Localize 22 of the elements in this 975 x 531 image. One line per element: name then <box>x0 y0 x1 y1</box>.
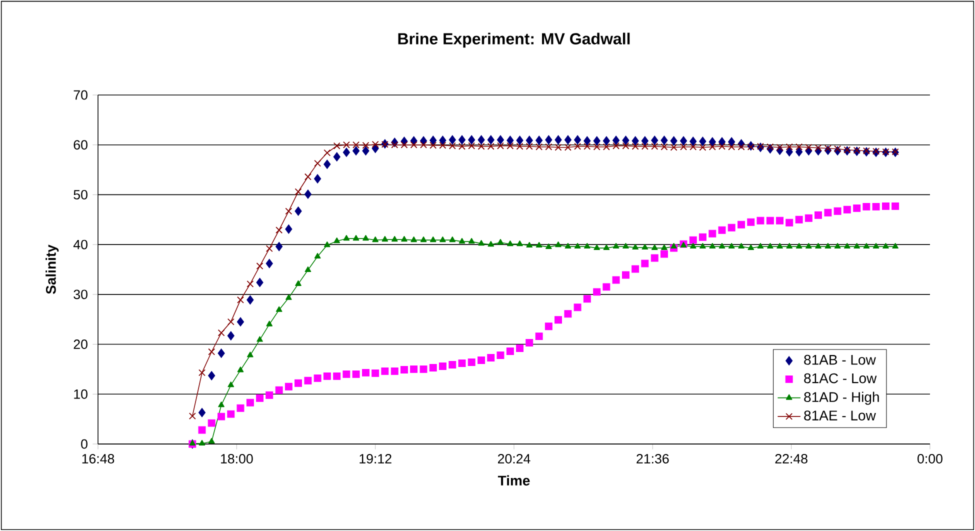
y-tick-label: 10 <box>74 389 88 399</box>
legend-label: 81AD - High <box>804 392 879 405</box>
x-tick-label: 18:00 <box>221 454 253 464</box>
legend-label: 81AC - Low <box>804 373 877 384</box>
x-tick-label: 22:48 <box>775 454 808 464</box>
x-tick-label: 21:36 <box>636 454 669 464</box>
y-tick-label: 20 <box>74 340 88 349</box>
y-tick-label: 30 <box>74 290 88 300</box>
chart-title: Brine Experiment: MV Gadwall <box>398 32 630 48</box>
x-axis-title: Time <box>498 475 530 486</box>
legend-label: 81AB - Low <box>804 354 876 365</box>
y-tick-label: 0 <box>81 439 88 449</box>
x-tick-label: 20:24 <box>498 454 530 464</box>
x-tick-label: 16:48 <box>82 454 114 464</box>
y-tick-label: 60 <box>74 140 88 150</box>
x-tick-label: 19:12 <box>360 454 392 464</box>
y-tick-label: 70 <box>74 90 88 100</box>
y-tick-label: 50 <box>74 190 88 200</box>
x-tick-label: 0:00 <box>918 454 942 464</box>
legend-label: 81AE - Low <box>804 410 876 420</box>
y-axis-title: Salinity <box>46 244 59 294</box>
y-tick-label: 40 <box>73 240 88 250</box>
